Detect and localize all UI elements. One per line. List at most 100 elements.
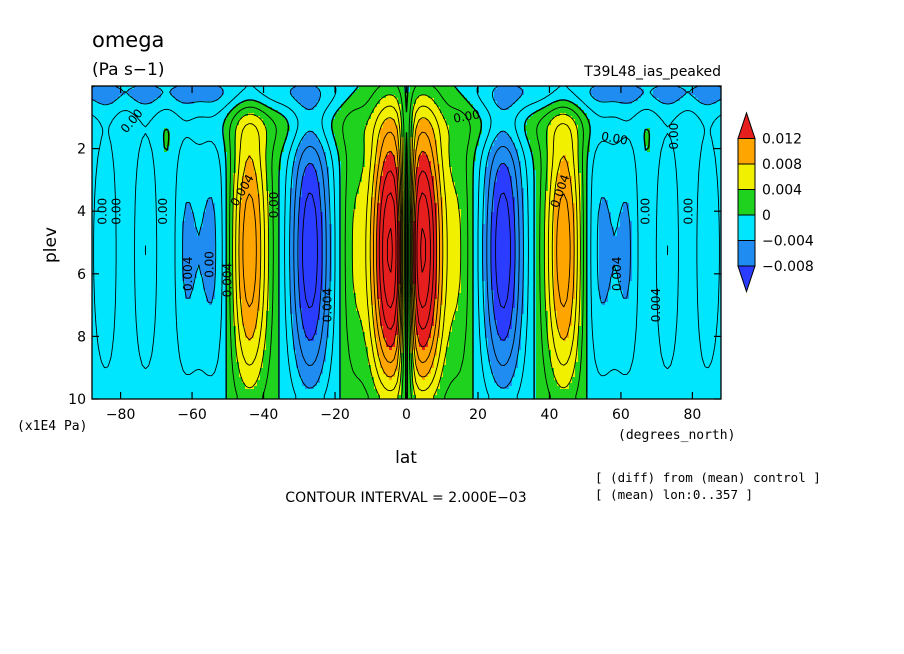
field-cell — [494, 296, 516, 300]
field-cell — [242, 101, 261, 105]
field-cell — [239, 266, 261, 270]
field-cell — [299, 215, 324, 219]
field-cell — [92, 86, 120, 90]
field-cell — [587, 356, 721, 360]
field-cell — [371, 299, 381, 303]
field-cell — [515, 296, 525, 300]
field-cell — [353, 236, 372, 240]
field-cell — [650, 137, 721, 141]
field-cell — [263, 362, 279, 366]
field-cell — [398, 353, 402, 357]
field-cell — [278, 173, 294, 177]
field-cell — [92, 359, 228, 363]
field-cell — [401, 341, 405, 345]
field-cell — [536, 239, 546, 243]
field-cell — [224, 137, 237, 141]
field-cell — [203, 281, 216, 285]
contour-label: 0.00 — [110, 198, 124, 225]
field-cell — [644, 134, 651, 138]
field-cell — [446, 359, 474, 363]
field-cell — [161, 89, 171, 93]
field-cell — [452, 176, 474, 180]
field-cell — [269, 212, 279, 216]
field-cell — [341, 392, 378, 396]
field-cell — [554, 245, 576, 249]
field-cell — [398, 173, 402, 177]
field-cell — [587, 161, 721, 165]
field-cell — [329, 212, 342, 216]
field-cell — [545, 266, 555, 270]
field-cell — [269, 227, 279, 231]
field-cell — [455, 317, 474, 321]
field-cell — [365, 131, 381, 135]
field-cell — [92, 323, 228, 327]
chart-title: omega — [92, 28, 164, 52]
field-cell — [242, 314, 258, 318]
field-cell — [554, 263, 576, 267]
field-cell — [353, 221, 372, 225]
field-cell — [278, 170, 294, 174]
field-cell — [440, 176, 453, 180]
field-cell — [359, 191, 375, 195]
field-cell — [215, 260, 228, 264]
field-cell — [575, 230, 582, 234]
field-cell — [260, 215, 270, 219]
field-cell — [623, 290, 630, 294]
field-cell — [473, 188, 486, 192]
field-cell — [599, 224, 612, 228]
y-axis-label: plev — [41, 227, 61, 263]
field-cell — [437, 293, 444, 297]
field-cell — [521, 326, 537, 330]
field-cell — [629, 206, 721, 210]
field-cell — [185, 203, 192, 207]
field-cell — [587, 257, 600, 261]
field-cell — [260, 299, 270, 303]
field-cell — [548, 167, 561, 171]
field-cell — [485, 221, 492, 225]
field-cell — [332, 233, 342, 237]
field-cell — [233, 308, 243, 312]
field-cell — [545, 191, 558, 195]
field-cell — [227, 347, 237, 351]
field-cell — [332, 122, 369, 126]
field-cell — [521, 182, 537, 186]
field-cell — [341, 299, 357, 303]
field-cell — [269, 263, 279, 267]
field-cell — [608, 296, 624, 300]
x-tick-label: −20 — [320, 407, 350, 423]
field-cell — [479, 113, 534, 117]
field-cell — [515, 224, 525, 228]
field-cell — [581, 185, 588, 189]
field-cell — [353, 272, 372, 276]
field-cell — [293, 338, 309, 342]
field-cell — [521, 185, 537, 189]
field-cell — [269, 236, 279, 240]
x-tick-label: 40 — [541, 407, 559, 423]
field-cell — [353, 251, 372, 255]
field-cell — [632, 221, 721, 225]
field-cell — [413, 125, 417, 129]
field-cell — [608, 293, 624, 297]
field-cell — [290, 242, 300, 246]
field-cell — [548, 329, 561, 333]
field-cell — [491, 263, 516, 267]
field-cell — [437, 338, 450, 342]
field-cell — [608, 206, 624, 210]
field-cell — [644, 131, 651, 135]
field-cell — [473, 359, 489, 363]
field-cell — [491, 146, 516, 150]
field-cell — [374, 179, 381, 183]
field-cell — [233, 305, 243, 309]
field-cell — [524, 266, 537, 270]
field-cell — [617, 227, 633, 231]
field-cell — [494, 89, 525, 93]
field-cell — [323, 365, 342, 369]
field-cell — [371, 239, 378, 243]
field-cell — [437, 278, 444, 282]
contour-line — [386, 228, 427, 273]
field-cell — [485, 311, 495, 315]
field-cell — [353, 269, 372, 273]
field-cell — [206, 203, 216, 207]
field-cell — [239, 251, 261, 255]
field-cell — [383, 164, 396, 168]
